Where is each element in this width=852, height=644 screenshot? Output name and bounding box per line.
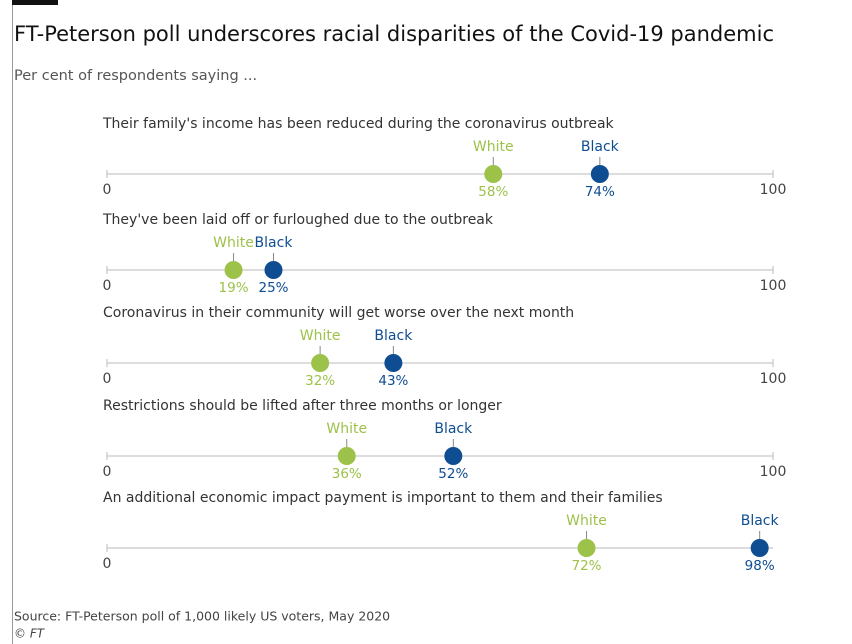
value-label: 32% [305,373,335,389]
chart-subtitle: Per cent of respondents saying ... [14,68,257,84]
value-label: 74% [585,184,615,200]
credit: © FT [14,627,46,641]
x-tick-label: 0 [103,278,112,294]
dot [444,447,463,465]
chart-title: FT-Peterson poll underscores racial disp… [14,22,774,46]
series-name: White [326,421,367,437]
series-name: Black [434,421,473,437]
dot [590,165,609,183]
panel-title: Restrictions should be lifted after thre… [103,398,502,414]
series-name: Black [741,513,780,529]
dot [337,447,356,465]
value-label: 72% [572,558,602,574]
dot [384,354,403,372]
panel-title: Their family's income has been reduced d… [102,116,615,132]
brand-bar [12,0,58,5]
dot [750,539,769,557]
x-tick-label: 0 [103,371,112,387]
value-label: 58% [478,184,508,200]
x-tick-label: 100 [760,278,787,294]
value-label: 98% [745,558,775,574]
x-tick-label: 100 [760,371,787,387]
series-name: Black [255,235,294,251]
value-label: 25% [258,280,288,296]
dot [577,539,596,557]
x-tick-label: 100 [760,464,787,480]
series-name: White [566,513,607,529]
x-tick-label: 0 [103,556,112,572]
value-label: 19% [219,280,249,296]
series-name: Black [581,139,620,155]
dot [311,354,330,372]
dot [224,261,243,279]
source: Source: FT-Peterson poll of 1,000 likely… [14,609,390,624]
series-name: Black [374,328,413,344]
series-name: White [473,139,514,155]
x-tick-label: 0 [103,182,112,198]
panel-title: Coronavirus in their community will get … [103,305,574,321]
x-tick-label: 100 [760,182,787,198]
value-label: 52% [438,466,468,482]
dot [264,261,283,279]
x-tick-label: 0 [103,464,112,480]
value-label: 36% [332,466,362,482]
series-name: White [213,235,254,251]
panel-title: They've been laid off or furloughed due … [102,212,494,228]
value-label: 43% [378,373,408,389]
panel-title: An additional economic impact payment is… [103,490,663,506]
series-name: White [300,328,341,344]
dot [484,165,503,183]
